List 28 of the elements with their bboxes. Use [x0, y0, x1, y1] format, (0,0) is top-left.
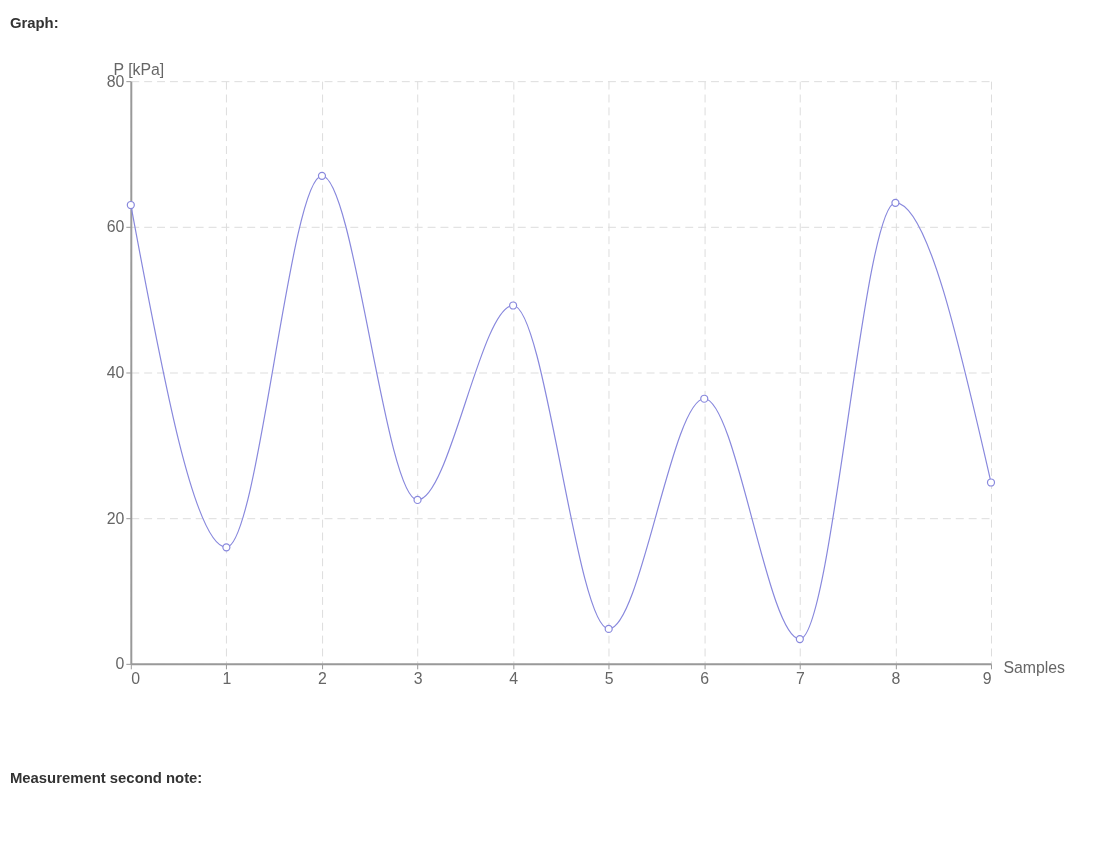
point	[891, 198, 900, 207]
chart-title: Graph:	[9, 14, 59, 31]
y-tick-label: 20	[106, 509, 125, 527]
y-tick-label: 40	[106, 363, 125, 381]
x-tick-label: 4	[509, 670, 519, 688]
x-tick-label: 0	[131, 670, 141, 688]
x-tick-label: 3	[413, 670, 423, 688]
x-tick-label: 1	[222, 670, 232, 688]
y-tick-label: 80	[106, 72, 125, 90]
point	[604, 624, 613, 633]
point	[986, 478, 996, 487]
x-tick-label: 9	[982, 670, 992, 688]
text: Measurement second note:	[9, 769, 203, 786]
point	[509, 301, 518, 310]
point	[413, 495, 422, 505]
point	[317, 171, 327, 180]
y-tick-label: 60	[106, 218, 125, 236]
x-tick-label: 6	[700, 670, 710, 688]
point	[222, 543, 231, 552]
x-tick-label: 5	[604, 670, 614, 688]
y-tick-label: 0	[115, 655, 125, 673]
x-tick-label: 8	[891, 670, 901, 688]
x-tick-label: 7	[795, 670, 805, 688]
point	[795, 634, 804, 644]
x-tick-label: 2	[318, 670, 328, 688]
point	[700, 394, 709, 403]
x-axis-title: Samples	[1003, 659, 1066, 677]
point	[126, 200, 135, 210]
